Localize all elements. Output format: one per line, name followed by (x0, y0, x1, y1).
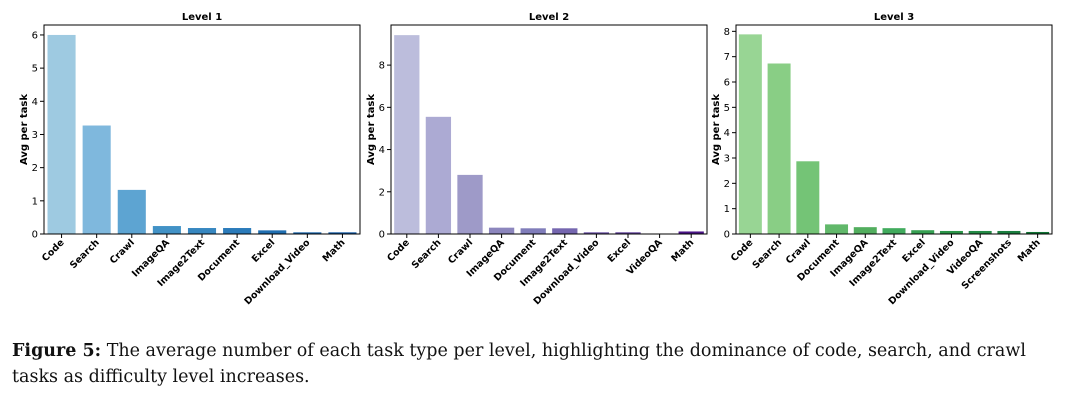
chart-level-1: Level 1 0 1 2 3 4 5 6 Avg per task Code Search Craw… (19, 12, 361, 307)
y-tick-label: 6 (32, 30, 38, 41)
y-tick-label: 0 (32, 230, 38, 241)
bar-code (738, 34, 762, 235)
caption-text: The average number of each task type per… (12, 341, 1026, 387)
y-tick-label: 8 (379, 61, 385, 72)
x-tick-label: Excel (900, 237, 928, 265)
bar-imageqa (853, 227, 877, 234)
bar-math (678, 231, 704, 234)
y-tick-label: 3 (724, 154, 730, 165)
bar-search (767, 63, 791, 235)
y-tick-label: 2 (724, 179, 730, 190)
x-tick-label: Screenshots (960, 237, 1015, 292)
bar-screenshots (997, 230, 1021, 234)
y-tick-label: 6 (724, 78, 730, 89)
y-tick-label: 0 (379, 230, 385, 241)
bar-download-video (293, 232, 322, 234)
bar-document (520, 228, 546, 234)
chart-title: Level 3 (874, 12, 914, 23)
x-tick-label: Math (321, 237, 348, 264)
bar-crawl (796, 161, 820, 234)
y-tick-label: 1 (724, 204, 730, 215)
x-tick-label: Search (410, 237, 444, 271)
x-tick-label: Code (385, 237, 412, 264)
y-tick-label: 4 (379, 145, 385, 156)
plot-frame (390, 24, 708, 235)
y-tick-label: 2 (32, 163, 38, 174)
bar-excel (615, 232, 641, 234)
x-tick-label: Code (40, 237, 67, 264)
x-tick-label: Excel (250, 237, 278, 265)
x-tick-label: Math (1016, 237, 1043, 264)
bar-videoqa (968, 230, 992, 234)
chart-title: Level 1 (182, 12, 222, 23)
caption-label: Figure 5: (12, 341, 102, 361)
bar-excel (258, 230, 287, 234)
y-axis-label: Avg per task (711, 94, 722, 165)
bar-download-video (939, 230, 963, 234)
x-tick-label: Download_Video (243, 237, 313, 307)
bar-code (394, 35, 420, 234)
chart-title: Level 2 (529, 12, 569, 23)
bar-search (82, 125, 111, 234)
y-tick-label: 5 (724, 103, 730, 114)
y-tick-label: 5 (32, 64, 38, 75)
y-tick-label: 4 (724, 128, 730, 139)
y-tick-label: 0 (724, 230, 730, 241)
bar-excel (911, 230, 935, 234)
x-tick-label: Search (68, 237, 102, 271)
bar-document (825, 224, 849, 234)
bar-math (1026, 231, 1050, 234)
y-tick-label: 6 (379, 103, 385, 114)
bar-imageqa (152, 226, 181, 234)
x-tick-label: Search (750, 237, 784, 271)
bar-code (47, 34, 76, 235)
y-tick-label: 2 (379, 187, 385, 198)
bar-crawl (117, 189, 146, 234)
y-tick-label: 1 (32, 196, 38, 207)
bar-download-video (583, 232, 610, 234)
y-tick-label: 3 (32, 130, 38, 141)
bar-image2text (552, 228, 578, 234)
x-tick-label: Crawl (108, 237, 137, 266)
y-axis-label: Avg per task (366, 94, 377, 165)
bar-image2text (882, 228, 906, 234)
y-tick-label: 4 (32, 97, 38, 108)
figure-caption: Figure 5: The average number of each tas… (12, 338, 1062, 390)
y-axis-label: Avg per task (19, 94, 30, 165)
bar-search (425, 116, 452, 234)
bar-image2text (187, 228, 217, 234)
x-tick-label: Math (669, 237, 696, 264)
y-tick-label: 7 (724, 52, 730, 63)
bar-document (223, 228, 252, 234)
bar-imageqa (488, 227, 515, 234)
bar-math (328, 232, 357, 234)
bar-crawl (457, 174, 483, 234)
x-tick-label: Crawl (446, 237, 475, 266)
y-tick-label: 8 (724, 27, 730, 38)
x-tick-label: Excel (606, 237, 634, 265)
x-tick-label: Code (729, 237, 756, 264)
